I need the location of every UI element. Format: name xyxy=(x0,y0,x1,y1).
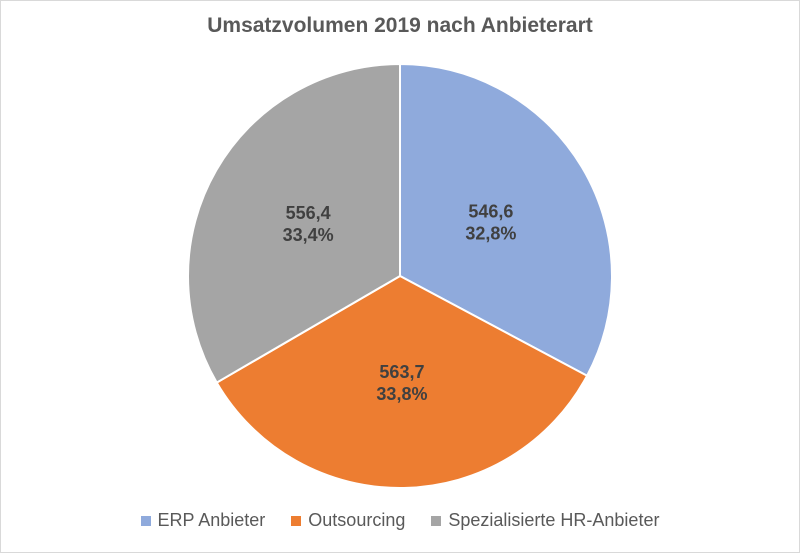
legend-item-0: ERP Anbieter xyxy=(140,510,266,531)
chart-legend: ERP Anbieter Outsourcing Spezialisierte HR… xyxy=(0,510,800,531)
legend-item-2: Spezialisierte HR-Anbieter xyxy=(431,510,659,531)
legend-label: Outsourcing xyxy=(308,510,406,530)
slice-value-label-1: 563,7 xyxy=(379,362,424,382)
legend-label: ERP Anbieter xyxy=(157,510,266,530)
slice-value-label-2: 556,4 xyxy=(286,203,331,223)
pie-slice-2 xyxy=(187,62,401,384)
legend-item-1: Outsourcing xyxy=(291,510,405,531)
slice-percent-label-0: 32,8% xyxy=(465,223,516,243)
pie-slice-0 xyxy=(399,62,613,378)
chart-title: Umsatzvolumen 2019 nach Anbieterart xyxy=(207,14,593,37)
legend-swatch xyxy=(291,515,302,526)
slice-value-label-0: 546,6 xyxy=(468,201,513,221)
legend-swatch xyxy=(431,515,442,526)
legend-label: Spezialisierte HR-Anbieter xyxy=(448,510,660,530)
legend-swatch xyxy=(140,515,151,526)
slice-percent-label-2: 33,4% xyxy=(283,225,334,245)
slice-percent-label-1: 33,8% xyxy=(376,384,427,404)
